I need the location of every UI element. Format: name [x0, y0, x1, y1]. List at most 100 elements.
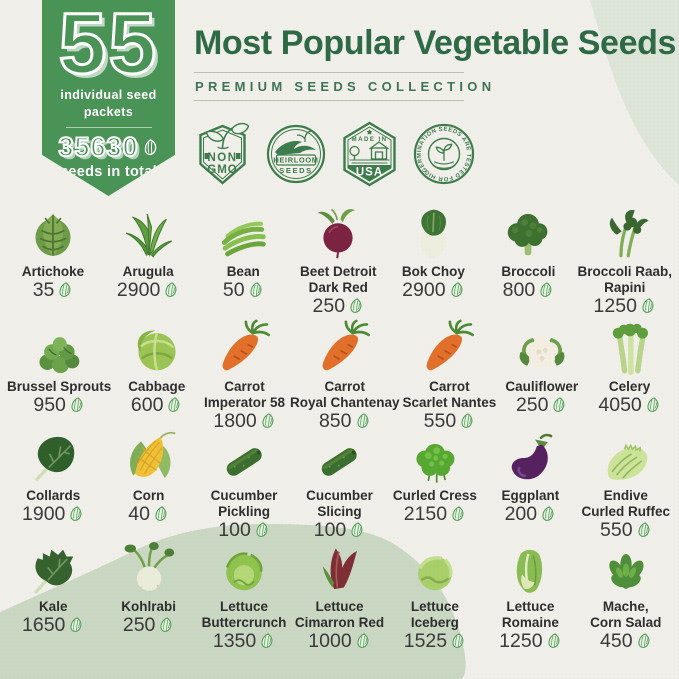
bokchoy-image: [408, 200, 458, 262]
seed-leaf-icon: [262, 413, 274, 428]
seed-leaf-icon: [452, 633, 464, 648]
veg-count: 800: [503, 279, 555, 300]
veg-count: 950: [33, 394, 85, 415]
germination-tested-badge: GERMINATION SEEDS ARE TESTED FOR HIGH: [413, 123, 475, 185]
page-subtitle: PREMIUM SEEDS COLLECTION: [195, 79, 496, 94]
top-right-blob-2: [590, 0, 679, 185]
seed-leaf-icon: [249, 282, 261, 297]
veg-count: 550: [600, 519, 652, 540]
lettuce-butter-image: [216, 535, 272, 597]
veg-item-lettuce-cimarron-red: Lettuce Cimarron Red 1000: [293, 535, 385, 651]
seed-leaf-icon: [165, 282, 177, 297]
veg-name: Carrot Imperator 58: [204, 379, 286, 410]
veg-item-cauliflower: Cauliflower 250: [499, 315, 584, 431]
seed-leaf-icon: [70, 506, 82, 521]
page-title: Most Popular Vegetable Seeds: [194, 24, 676, 62]
made-in-usa-badge: MADE IN USA: [343, 121, 396, 187]
veg-name: Corn: [132, 488, 165, 503]
veg-item-corn: Corn 40: [102, 424, 194, 540]
veg-item-cucumber-slicing: Cucumber Slicing 100: [293, 424, 385, 540]
celery-image: [605, 315, 655, 377]
seed-leaf-icon: [452, 506, 464, 521]
veg-name: Lettuce Buttercrunch: [201, 599, 287, 630]
veg-count: 850: [319, 410, 371, 431]
veg-item-kale: Kale 1650: [7, 535, 99, 651]
arugula-image: [120, 200, 176, 262]
banner-divider: [65, 126, 152, 128]
seed-leaf-icon: [642, 298, 654, 313]
veg-name: Eggplant: [501, 488, 560, 503]
svg-text:USA: USA: [356, 167, 383, 179]
veg-name: Lettuce Iceberg: [410, 599, 459, 630]
veg-name: Bok Choy: [401, 264, 465, 279]
packet-count-label: individual seed packets: [60, 88, 157, 119]
veg-name: Bean: [226, 264, 260, 279]
seed-leaf-icon: [357, 633, 369, 648]
heirloom-seeds-badge: HEIRLOOM SEEDS: [266, 124, 326, 184]
veg-grid-row-3: Collards 1900 Corn 40 Cucumber Pickling 1…: [7, 424, 672, 540]
veg-name: Collards: [26, 488, 81, 503]
svg-text:MADE IN: MADE IN: [352, 136, 388, 143]
veg-name: Kale: [38, 599, 68, 614]
seed-leaf-icon: [542, 506, 554, 521]
veg-item-collards: Collards 1900: [7, 424, 99, 540]
seed-leaf-icon: [59, 282, 71, 297]
veg-name: Kohlrabi: [121, 599, 177, 614]
veg-item-carrot-scarlet-nantes: Carrot Scarlet Nantes 550: [403, 315, 496, 431]
romaine-image: [505, 535, 555, 597]
seed-leaf-icon: [637, 633, 649, 648]
veg-item-kohlrabi: Kohlrabi 250: [102, 535, 194, 651]
total-seeds-number: 35630: [57, 131, 139, 162]
veg-count: 450: [600, 630, 652, 651]
veg-item-cabbage: Cabbage 600: [114, 315, 199, 431]
seed-leaf-icon: [540, 282, 552, 297]
veg-name: Endive Curled Ruffec: [581, 488, 671, 519]
veg-name: Lettuce Cimarron Red: [294, 599, 385, 630]
veg-item-carrot-imperator-58: Carrot Imperator 58 1800: [202, 315, 287, 431]
endive-image: [597, 424, 655, 486]
veg-name: Cabbage: [128, 379, 186, 394]
broccoli-image: [500, 200, 556, 262]
veg-name: Curled Cress: [392, 488, 477, 503]
veg-count: 1250: [499, 630, 561, 651]
seed-leaf-icon: [461, 413, 473, 428]
veg-count: 1525: [404, 630, 466, 651]
veg-item-brussel-sprouts: Brussel Sprouts 950: [7, 315, 111, 431]
seed-count-banner: 55 individual seed packets 35630 seeds i…: [42, 0, 175, 196]
mache-image: [599, 535, 653, 597]
lettuce-red-image: [313, 535, 365, 597]
veg-item-lettuce-buttercrunch: Lettuce Buttercrunch 1350: [198, 535, 290, 651]
veg-grid-row-4: Kale 1650 Kohlrabi 250 Lettuce Buttercrun…: [7, 535, 672, 651]
kale-image: [25, 535, 81, 597]
rapini-image: [599, 200, 651, 262]
veg-count: 2900: [117, 279, 179, 300]
sprouts-image: [31, 315, 87, 377]
veg-name: Carrot Royal Chantenay: [289, 379, 400, 410]
veg-item-curled-cress: Curled Cress 2150: [389, 424, 481, 540]
veg-name: Cauliflower: [505, 379, 579, 394]
seed-leaf-icon: [647, 397, 659, 412]
veg-item-mache-corn-salad: Mache, Corn Salad 450: [580, 535, 672, 651]
seed-leaf-icon: [144, 138, 156, 155]
veg-name: Beet Detroit Dark Red: [300, 264, 377, 295]
beet-image: [312, 200, 364, 262]
seed-leaf-icon: [450, 282, 462, 297]
veg-name: Lettuce Romaine: [501, 599, 559, 630]
veg-count: 4050: [598, 394, 660, 415]
veg-item-eggplant: Eggplant 200: [484, 424, 576, 540]
veg-item-lettuce-iceberg: Lettuce Iceberg 1525: [389, 535, 481, 651]
seed-leaf-icon: [637, 522, 649, 537]
veg-item-bok-choy: Bok Choy 2900: [387, 200, 479, 316]
corn-image: [120, 424, 178, 486]
svg-text:HEIRLOOM: HEIRLOOM: [273, 156, 318, 165]
veg-item-artichoke: Artichoke 35: [7, 200, 99, 316]
packet-count: 55: [57, 0, 159, 92]
veg-count: 2900: [402, 279, 464, 300]
svg-text:SEEDS: SEEDS: [279, 166, 312, 175]
non-gmo-badge: NON GMO: [199, 122, 250, 185]
veg-count: 100: [218, 519, 270, 540]
veg-name: Cucumber Pickling: [210, 488, 278, 519]
cabbage-image: [129, 315, 185, 377]
cauliflower-image: [514, 315, 570, 377]
